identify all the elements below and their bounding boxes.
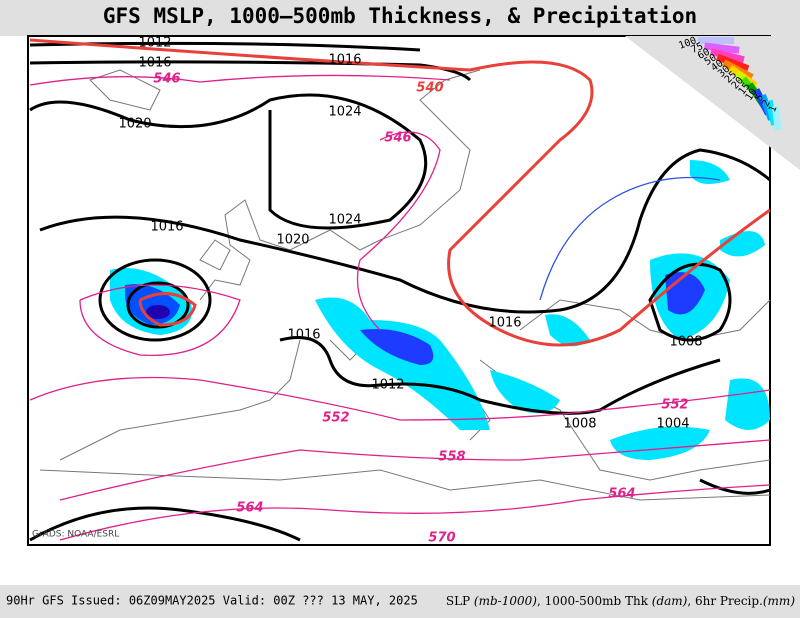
- legend-swatch: [710, 48, 745, 64]
- legend-label: 1: [767, 104, 779, 114]
- isobar-label: 1008: [563, 417, 596, 432]
- footer-part: (mm): [763, 594, 795, 608]
- legend-swatch: [716, 53, 750, 73]
- thickness-label: 540: [416, 81, 443, 96]
- thickness-label: 564: [236, 501, 263, 516]
- legend-band: [625, 36, 800, 170]
- isobar-labels: 1012 1016 1016 1020 1024 1024 1016 1020 …: [118, 36, 702, 432]
- thickness-label: 552: [661, 398, 688, 413]
- thickness-label: 546: [153, 72, 180, 87]
- isobar-label: 1016: [287, 328, 320, 343]
- legend-label: 2: [760, 98, 773, 108]
- footer-part: (mb-1000): [474, 594, 537, 608]
- legend-swatch: [704, 42, 740, 54]
- legend-label: 5: [754, 93, 767, 104]
- footer-part: , 1000-500mb Thk: [537, 594, 652, 608]
- legend-label: 50: [703, 52, 719, 68]
- title: GFS MSLP, 1000–500mb Thickness, & Precip…: [103, 4, 697, 28]
- legend-swatch: [698, 37, 734, 44]
- legend-label: 60: [696, 47, 712, 62]
- map: [27, 35, 771, 546]
- footer-band: [0, 585, 800, 618]
- thickness-label: 564: [608, 487, 635, 502]
- isobar-label: 1008: [669, 335, 702, 350]
- isobar-label: 1016: [328, 53, 361, 68]
- isobar-label: 1020: [276, 233, 309, 248]
- thickness-label: 546: [384, 131, 411, 146]
- thickness-labels: 546 540 546 552 558 552 564 564 570: [153, 72, 688, 546]
- footer-part: SLP: [446, 594, 474, 608]
- footer-right: SLP (mb-1000), 1000-500mb Thk (dam), 6hr…: [446, 594, 795, 608]
- legend-swatch: [772, 105, 782, 131]
- footer-part: (dam): [652, 594, 688, 608]
- footer-part: , 6hr Precip.: [687, 594, 763, 608]
- isobar-label: 1016: [150, 220, 183, 235]
- title-band: [0, 0, 800, 36]
- isobar-label: 1004: [656, 417, 689, 432]
- isobar-label: 1024: [328, 213, 361, 228]
- thickness-label: 558: [438, 450, 465, 465]
- footer-left: 90Hr GFS Issued: 06Z09MAY2025 Valid: 00Z…: [6, 594, 418, 608]
- isobar-label: 1020: [118, 117, 151, 132]
- legend-label: 75: [689, 41, 704, 56]
- isobar-label: 1024: [328, 105, 361, 120]
- isobar-label: 1016: [488, 316, 521, 331]
- thickness-label: 570: [428, 531, 455, 546]
- thickness-label: 552: [322, 411, 349, 426]
- isobar-label: 1012: [371, 378, 404, 393]
- isobar-label: 1016: [138, 56, 171, 71]
- credit: GrADS: NOAA/ESRL: [32, 530, 119, 540]
- isobar-label: 1012: [138, 36, 171, 51]
